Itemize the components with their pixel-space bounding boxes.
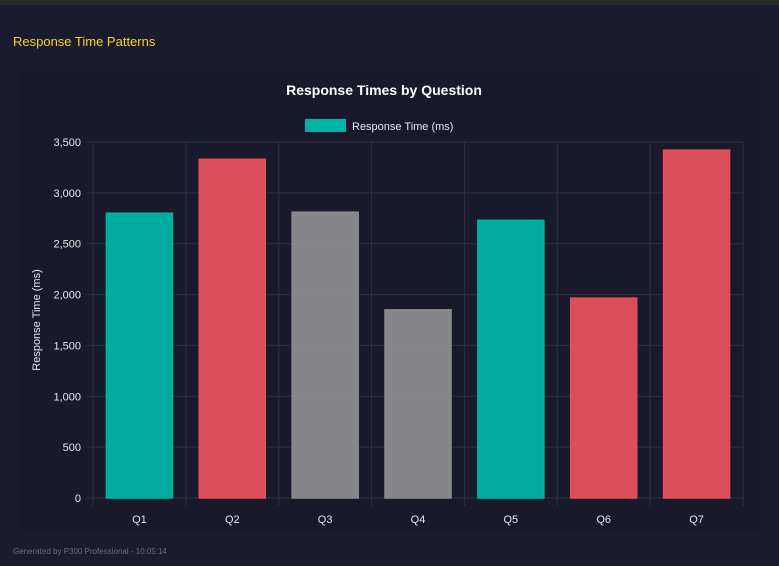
footer-text: Generated by P300 Professional - 10:05:1… — [13, 547, 167, 556]
bar-q1[interactable] — [105, 212, 174, 499]
x-tick-label: Q6 — [596, 514, 611, 526]
y-tick-label: 1,000 — [53, 391, 81, 403]
y-tick-label: 500 — [63, 442, 81, 454]
legend-label[interactable]: Response Time (ms) — [352, 121, 453, 133]
x-tick-label: Q4 — [411, 514, 426, 526]
x-tick-label: Q7 — [689, 514, 704, 526]
y-tick-label: 2,000 — [53, 290, 81, 302]
y-tick-label: 2,500 — [53, 239, 81, 251]
y-tick-label: 3,500 — [53, 137, 81, 149]
bar-q6[interactable] — [569, 297, 638, 499]
bar-q3[interactable] — [291, 211, 359, 499]
x-tick-label: Q2 — [225, 514, 240, 526]
bar-q4[interactable] — [384, 309, 452, 499]
x-tick-label: Q3 — [318, 514, 333, 526]
top-bar — [0, 0, 779, 5]
x-tick-label: Q1 — [132, 514, 147, 526]
chart-title: Response Times by Question — [286, 82, 482, 98]
bar-q5[interactable] — [477, 219, 545, 499]
bar-q2[interactable] — [198, 158, 267, 499]
y-tick-label: 0 — [75, 493, 81, 505]
y-tick-label: 1,500 — [53, 340, 81, 352]
x-tick-label: Q5 — [504, 514, 519, 526]
y-axis-label: Response Time (ms) — [31, 269, 43, 370]
section-title: Response Time Patterns — [13, 34, 156, 49]
y-tick-label: 3,000 — [53, 188, 81, 200]
bar-q7[interactable] — [662, 149, 731, 499]
legend-swatch — [305, 119, 346, 132]
